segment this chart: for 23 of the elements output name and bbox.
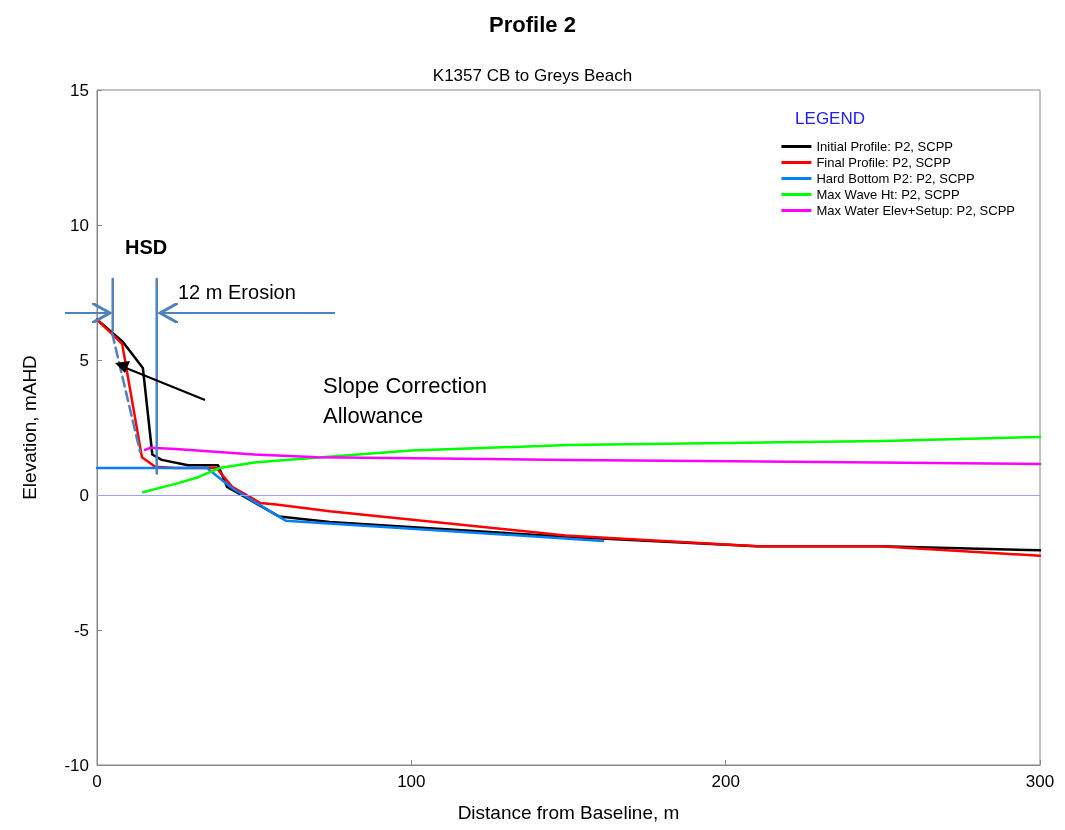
y-tick-label: 15 [70,80,89,100]
chart-subtitle: K1357 CB to Greys Beach [432,66,633,85]
y-tick-label: -10 [64,755,89,775]
x-axis-title: Distance from Baseline, m [457,802,680,823]
legend-label: Hard Bottom P2: P2, SCPP [816,171,975,186]
x-tick-label: 200 [711,772,740,791]
legend-label: Max Water Elev+Setup: P2, SCPP [816,203,1015,218]
legend-label: Initial Profile: P2, SCPP [816,139,953,154]
x-tick-label: 100 [397,772,426,791]
y-tick-label: 0 [79,485,89,505]
y-tick-label: 10 [70,215,89,235]
y-tick-label: 5 [79,350,89,370]
annotation: HSD [125,236,168,258]
y-tick-label: -5 [73,620,89,640]
legend-label: Max Wave Ht: P2, SCPP [816,187,960,202]
legend-label: Final Profile: P2, SCPP [816,155,951,170]
annotation: Slope Correction Allowance [323,372,487,428]
annotation: 12 m Erosion [178,281,296,303]
legend-title: LEGEND [795,109,866,128]
x-tick-label: 0 [92,772,102,791]
chart-title: Profile 2 [489,11,576,37]
x-tick-label: 300 [1025,772,1055,791]
y-axis-title: Elevation, mAHD [19,355,40,500]
